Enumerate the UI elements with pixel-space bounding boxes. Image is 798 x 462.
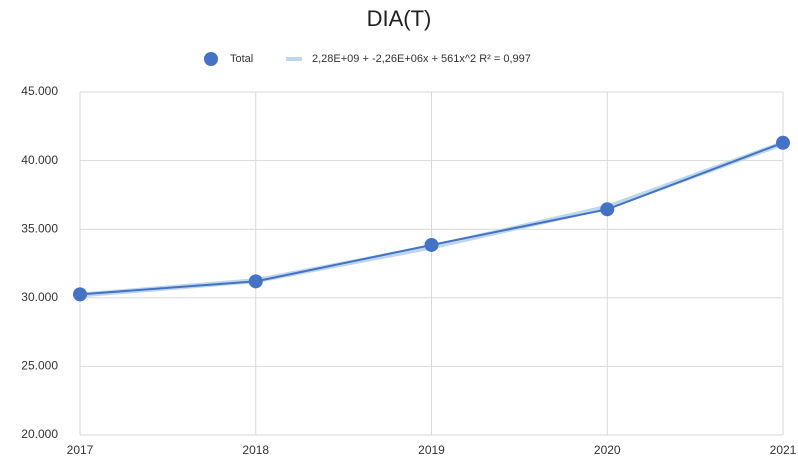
x-tick-label: 2020 (594, 443, 621, 457)
data-point (600, 202, 615, 217)
y-tick-label: 45.000 (21, 84, 58, 98)
x-tick-label: 2019 (418, 443, 445, 457)
legend-marker (204, 52, 218, 66)
y-tick-label: 40.000 (21, 153, 58, 167)
y-tick-label: 20.000 (21, 427, 58, 441)
x-tick-label: 2017 (67, 443, 94, 457)
x-tick-label: 2018 (242, 443, 269, 457)
data-point (776, 135, 790, 150)
legend-label: 2,28E+09 + -2,26E+06x + 561x^2 R² = 0,99… (312, 53, 531, 65)
y-tick-label: 35.000 (21, 221, 58, 235)
data-point (73, 287, 87, 302)
y-tick-label: 30.000 (21, 290, 58, 304)
chart-title: DIA(T) (367, 6, 432, 31)
data-point (424, 237, 439, 252)
legend-label: Total (230, 53, 253, 65)
x-tick-label: 2021 (770, 443, 797, 457)
y-tick-label: 25.000 (21, 359, 58, 373)
data-point (248, 274, 263, 289)
